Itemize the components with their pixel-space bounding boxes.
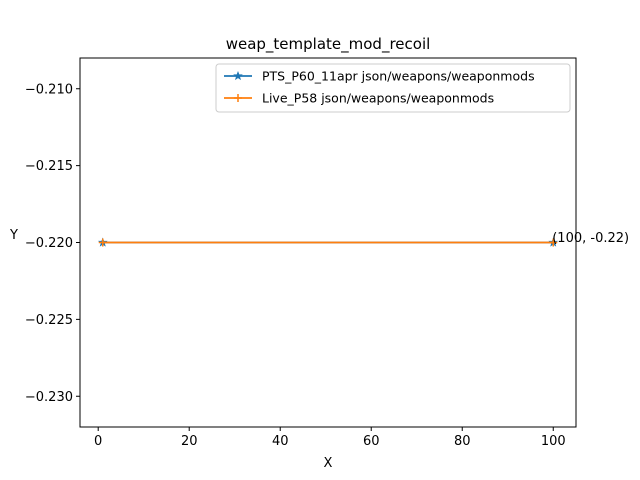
x-tick-label: 0 bbox=[94, 434, 102, 449]
x-axis-label: X bbox=[324, 456, 333, 471]
y-axis-label: Y bbox=[9, 228, 18, 243]
x-tick-label: 100 bbox=[541, 434, 566, 449]
plus-marker bbox=[549, 238, 558, 247]
plus-marker bbox=[234, 94, 242, 102]
x-tick-label: 80 bbox=[454, 434, 471, 449]
legend-label: PTS_P60_11apr json/weapons/weaponmods bbox=[262, 69, 535, 84]
legend: PTS_P60_11apr json/weapons/weaponmods Liv… bbox=[215, 63, 571, 113]
plot-area: 0 20 40 60 80 100 −0.210 −0.215 −0.220 −0.225 −0.2… bbox=[25, 57, 629, 449]
x-tick-label: 60 bbox=[363, 434, 380, 449]
y-tick-label: −0.220 bbox=[25, 236, 73, 251]
y-tick-label: −0.215 bbox=[25, 159, 73, 174]
chart-title: weap_template_mod_recoil bbox=[226, 35, 431, 54]
y-tick-label: −0.225 bbox=[25, 313, 73, 328]
y-tick-label: −0.210 bbox=[25, 82, 73, 97]
y-tick-label: −0.230 bbox=[25, 390, 73, 405]
legend-box bbox=[215, 63, 571, 113]
point-annotation: (100, -0.22) bbox=[552, 231, 629, 246]
plus-marker bbox=[98, 238, 107, 247]
star-marker bbox=[233, 70, 243, 81]
x-tick-label: 20 bbox=[181, 434, 198, 449]
x-tick-label: 40 bbox=[272, 434, 289, 449]
legend-label: Live_P58 json/weapons/weaponmods bbox=[262, 91, 494, 106]
